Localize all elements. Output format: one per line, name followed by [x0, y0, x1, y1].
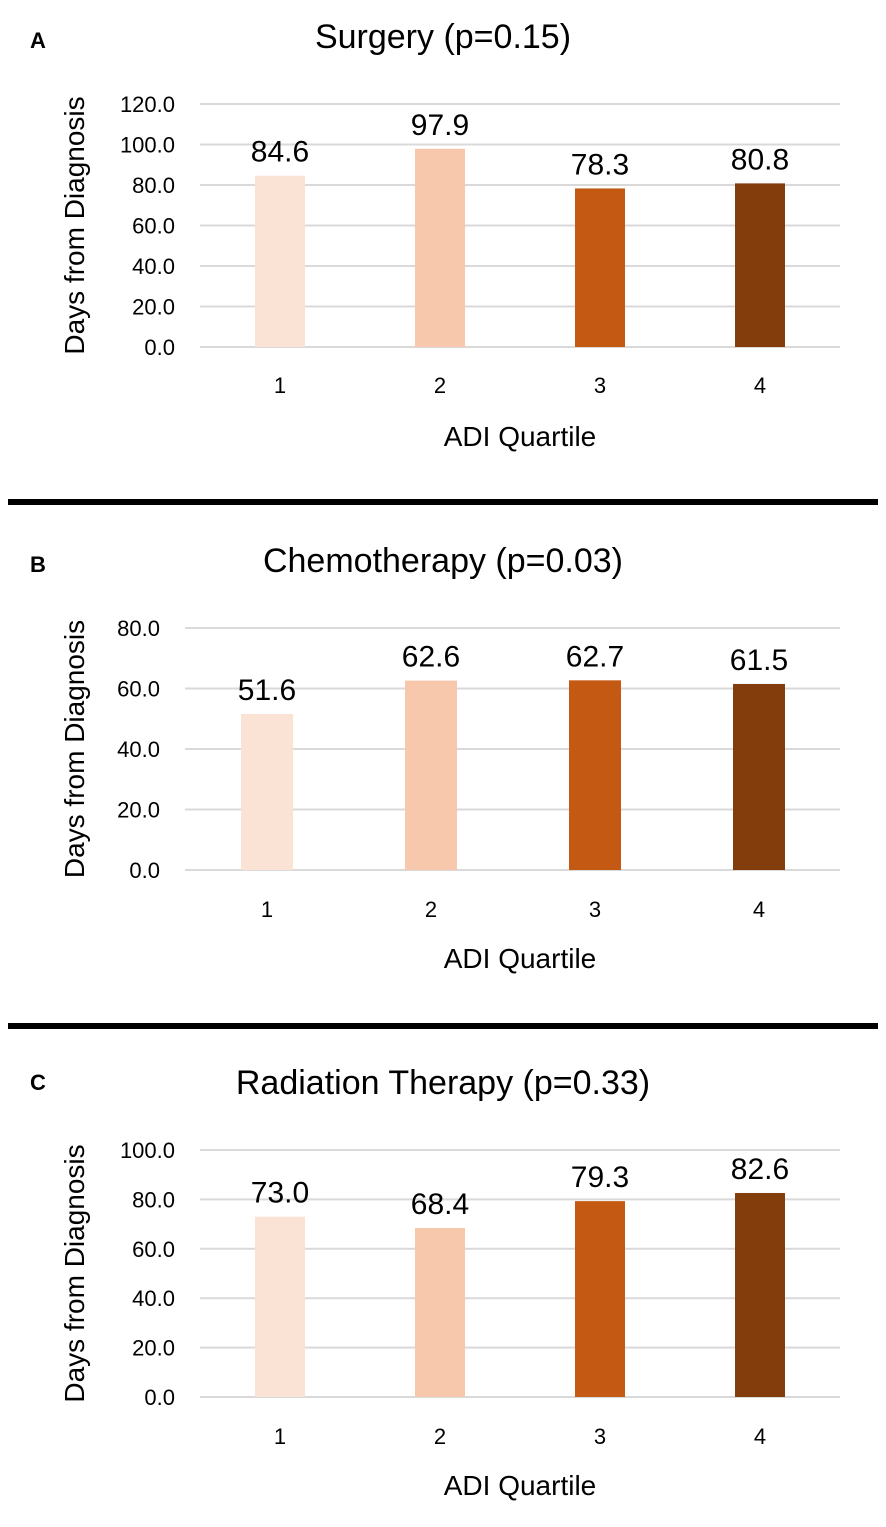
x-tick-label: 3	[589, 897, 601, 922]
y-tick-label: 60.0	[132, 214, 175, 239]
x-axis-label: ADI Quartile	[444, 421, 597, 452]
bar-quartile-1	[255, 175, 305, 347]
y-tick-label: 40.0	[132, 1286, 175, 1311]
panel-b: B Chemotherapy (p=0.03) 0.0 20.0 40.0 60.0 80…	[0, 510, 886, 1020]
data-label: 79.3	[571, 1161, 629, 1194]
data-label: 73.0	[251, 1177, 309, 1210]
data-label: 62.7	[566, 640, 624, 673]
y-tick-label: 80.0	[117, 616, 160, 641]
panel-a: A Surgery (p=0.15) 0.0 20.0 40.0 60.0 80.0 100…	[0, 0, 886, 490]
bar-quartile-3	[569, 680, 621, 870]
y-tick-label: 80.0	[132, 173, 175, 198]
panel-label-a: A	[30, 28, 46, 53]
x-tick-label: 1	[274, 1424, 286, 1449]
data-label: 97.9	[411, 109, 469, 142]
x-tick-label: 1	[261, 897, 273, 922]
data-label: 61.5	[730, 644, 788, 677]
y-tick-label: 20.0	[132, 295, 175, 320]
chart-surgery: Surgery (p=0.15) 0.0 20.0 40.0 60.0 80.0 100.0…	[59, 18, 840, 452]
data-label: 68.4	[411, 1188, 469, 1221]
y-tick-label: 40.0	[132, 254, 175, 279]
y-axis-label: Days from Diagnosis	[59, 96, 90, 354]
y-tick-label: 20.0	[132, 1336, 175, 1361]
chart-title: Radiation Therapy (p=0.33)	[236, 1064, 650, 1102]
data-label: 84.6	[251, 136, 309, 169]
y-tick-label: 20.0	[117, 798, 160, 823]
bar-quartile-2	[415, 1228, 465, 1397]
y-axis-label: Days from Diagnosis	[59, 620, 90, 878]
y-tick-label: 100.0	[120, 1138, 175, 1163]
y-tick-label: 0.0	[144, 335, 175, 360]
x-tick-label: 2	[425, 897, 437, 922]
data-label: 51.6	[238, 674, 296, 707]
bar-quartile-1	[241, 713, 293, 870]
y-tick-label: 60.0	[132, 1237, 175, 1262]
data-label: 78.3	[571, 148, 629, 181]
panel-label-b: B	[30, 552, 46, 577]
y-tick-label: 80.0	[132, 1187, 175, 1212]
x-tick-label: 4	[754, 373, 766, 398]
y-tick-label: 40.0	[117, 737, 160, 762]
bar-quartile-2	[405, 680, 457, 870]
x-tick-label: 4	[753, 897, 765, 922]
bar-quartile-4	[735, 183, 785, 347]
chart-chemotherapy: Chemotherapy (p=0.03) 0.0 20.0 40.0 60.0 80.0…	[59, 542, 840, 974]
bar-quartile-4	[733, 683, 785, 870]
x-tick-label: 2	[434, 1424, 446, 1449]
panel-c: C Radiation Therapy (p=0.33) 0.0 20.0 40.0 6…	[0, 1032, 886, 1527]
chart-title: Chemotherapy (p=0.03)	[263, 542, 623, 580]
panel-separator	[8, 1023, 878, 1029]
x-tick-label: 1	[274, 373, 286, 398]
y-tick-label: 0.0	[144, 1385, 175, 1410]
panel-separator	[8, 499, 878, 505]
panel-label-c: C	[30, 1070, 46, 1095]
data-label: 62.6	[402, 641, 460, 674]
bar-quartile-3	[575, 1201, 625, 1397]
chart-title: Surgery (p=0.15)	[315, 18, 571, 56]
y-tick-label: 0.0	[129, 858, 160, 883]
y-tick-label: 120.0	[120, 92, 175, 117]
y-axis-label: Days from Diagnosis	[59, 1144, 90, 1402]
y-tick-label: 100.0	[120, 133, 175, 158]
bar-quartile-1	[255, 1216, 305, 1397]
chart-radiation-therapy: Radiation Therapy (p=0.33) 0.0 20.0 40.0 60.…	[59, 1064, 840, 1501]
data-label: 80.8	[731, 143, 789, 176]
y-tick-label: 60.0	[117, 677, 160, 702]
x-tick-label: 3	[594, 1424, 606, 1449]
x-tick-label: 3	[594, 373, 606, 398]
x-axis-label: ADI Quartile	[444, 1470, 597, 1501]
x-tick-label: 2	[434, 373, 446, 398]
bar-quartile-2	[415, 148, 465, 347]
bar-quartile-3	[575, 188, 625, 347]
bar-quartile-4	[735, 1192, 785, 1397]
x-tick-label: 4	[754, 1424, 766, 1449]
x-axis-label: ADI Quartile	[444, 943, 597, 974]
data-label: 82.6	[731, 1153, 789, 1186]
